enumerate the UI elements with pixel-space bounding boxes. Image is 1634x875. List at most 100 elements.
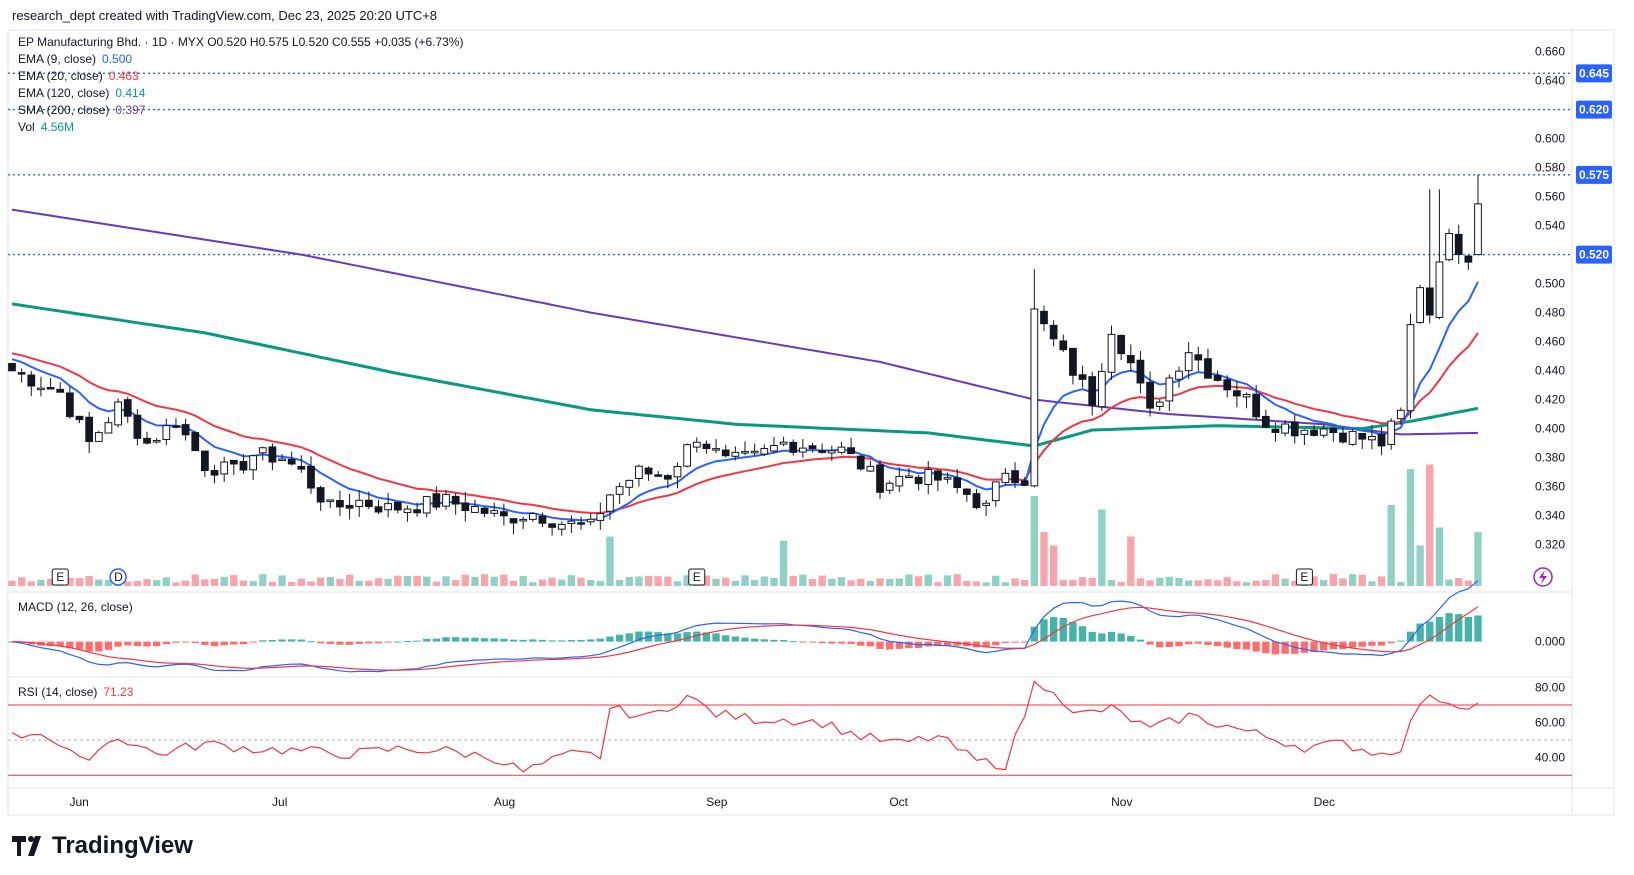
legend-ema120[interactable]: EMA (120, close) 0.414 xyxy=(18,86,146,100)
volume-bar xyxy=(355,580,363,586)
macd-histogram-bar xyxy=(1397,640,1405,642)
volume-bar xyxy=(712,578,720,586)
candle-body xyxy=(480,507,489,514)
candle-body xyxy=(712,448,720,451)
volume-bar xyxy=(1175,577,1183,586)
macd-histogram-bar xyxy=(972,641,981,648)
candle-body xyxy=(374,506,383,513)
volume-bar xyxy=(577,577,585,586)
macd-histogram-bar xyxy=(355,641,363,644)
legend-ema20[interactable]: EMA (20, close) 0.463 xyxy=(18,69,139,83)
macd-label[interactable]: MACD (12, 26, close) xyxy=(18,600,133,614)
volume-bar xyxy=(1184,580,1193,586)
candle-body xyxy=(403,508,412,514)
rsi-label[interactable]: RSI (14, close) 71.23 xyxy=(18,685,134,699)
volume-bar xyxy=(895,578,903,586)
macd-histogram-bar xyxy=(1406,631,1415,642)
candle-body xyxy=(1204,358,1212,379)
volume-bar xyxy=(866,580,875,586)
candle-body xyxy=(731,451,740,457)
price-tick-label: 0.360 xyxy=(1535,480,1565,494)
volume-bar xyxy=(345,574,354,586)
ohlc-open: O0.520 xyxy=(207,35,247,49)
macd-histogram-bar xyxy=(1117,633,1125,642)
candle-body xyxy=(635,465,643,479)
volume-bar xyxy=(596,581,604,586)
macd-histogram-bar xyxy=(1455,614,1463,642)
candle-body xyxy=(943,477,952,480)
macd-histogram-bar xyxy=(1001,641,1010,643)
macd-histogram-bar xyxy=(731,636,740,642)
candle-body xyxy=(1474,203,1482,256)
macd-histogram-bar xyxy=(1320,641,1328,651)
time-axis-label: Jul xyxy=(272,795,287,809)
volume-bar xyxy=(741,575,749,586)
price-tick-label: 0.320 xyxy=(1535,538,1565,552)
price-tick-label: 0.420 xyxy=(1535,393,1565,407)
candle-body xyxy=(316,487,325,503)
macd-histogram-bar xyxy=(750,638,759,642)
volume-bar xyxy=(963,580,971,586)
candle-body xyxy=(528,513,537,520)
candle-body xyxy=(509,518,518,524)
volume-bar xyxy=(683,575,691,586)
macd-histogram-bar xyxy=(1358,641,1366,647)
tradingview-logo[interactable]: TradingView xyxy=(12,832,193,860)
macd-histogram-bar xyxy=(220,641,228,646)
legend-vol[interactable]: Vol 4.56M xyxy=(18,120,75,134)
candle-body xyxy=(1155,401,1164,407)
candle-body xyxy=(326,499,335,502)
candle-body xyxy=(1300,429,1309,435)
volume-bar xyxy=(992,575,1000,586)
volume-bar xyxy=(37,579,45,586)
macd-histogram-bar xyxy=(693,631,701,642)
candle-body xyxy=(133,414,142,439)
volume-bar xyxy=(162,577,170,586)
candle-body xyxy=(1377,433,1386,447)
volume-bar xyxy=(1426,464,1434,586)
macd-histogram-bar xyxy=(1426,621,1434,642)
legend-ema9[interactable]: EMA (9, close) 0.500 xyxy=(18,52,133,66)
macd-histogram-bar xyxy=(249,641,257,643)
symbol-line[interactable]: EP Manufacturing Bhd. · 1D · MYX xyxy=(18,35,204,49)
candle-body xyxy=(1223,379,1232,391)
volume-bar xyxy=(943,575,952,586)
macd-histogram-bar xyxy=(712,633,720,642)
candle-body xyxy=(683,444,692,467)
ema20-line xyxy=(11,332,1479,515)
macd-histogram-bar xyxy=(432,638,441,642)
candle-body xyxy=(1252,393,1261,418)
volume-bar xyxy=(664,576,672,586)
macd-histogram-bar xyxy=(1233,641,1241,649)
macd-histogram-bar xyxy=(1098,633,1106,642)
volume-bar xyxy=(847,580,855,586)
macd-histogram-bar xyxy=(808,641,817,643)
candle-body xyxy=(249,455,257,471)
volume-bar xyxy=(615,579,624,586)
candle-body xyxy=(307,465,315,489)
macd-histogram-bar xyxy=(615,634,624,642)
macd-histogram-bar xyxy=(181,641,190,643)
candle-body xyxy=(1165,377,1174,402)
volume-bar xyxy=(268,581,277,586)
legend-sma200[interactable]: SMA (200, close) 0.397 xyxy=(18,103,146,117)
volume-bar xyxy=(201,579,209,586)
macd-histogram-bar xyxy=(992,641,1000,646)
volume-bar xyxy=(403,575,412,586)
price-line-badge-label: 0.645 xyxy=(1579,66,1609,80)
candle-body xyxy=(1233,390,1241,397)
candle-body xyxy=(1088,376,1097,406)
macd-histogram-bar xyxy=(538,639,547,642)
macd-histogram-bar xyxy=(85,641,93,652)
earnings-marker-label: E xyxy=(56,570,64,584)
volume-bar xyxy=(953,574,961,586)
time-axis-label: Jun xyxy=(70,795,89,809)
volume-bar xyxy=(1464,580,1473,586)
volume-bar xyxy=(413,575,421,586)
volume-bar xyxy=(365,580,373,586)
candle-body xyxy=(123,399,132,417)
macd-histogram-bar xyxy=(345,641,354,645)
macd-histogram-bar xyxy=(799,641,807,643)
